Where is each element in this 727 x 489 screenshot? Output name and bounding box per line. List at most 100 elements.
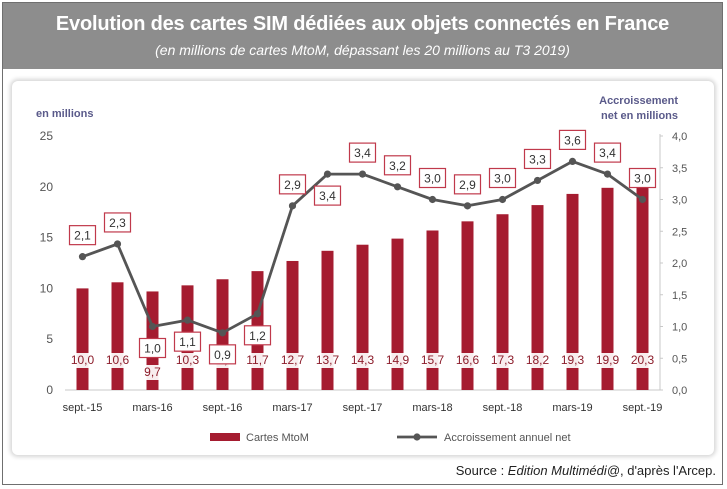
bar-mark (356, 244, 369, 390)
line-data-label: 1,2 (249, 329, 266, 343)
bar-label-bg (68, 353, 97, 368)
line-point (463, 202, 472, 210)
bar-data-label: 9,7 (144, 365, 161, 379)
y2-tick-label: 1,5 (672, 290, 687, 302)
line-point (183, 316, 192, 324)
y-tick-label: 20 (40, 180, 54, 194)
y2-tick-label: 3,5 (672, 163, 687, 175)
chart-card: en millions Accroissement net en millions 0… (12, 81, 714, 455)
x-tick-label: mars-17 (272, 402, 312, 414)
bar-label-bg (103, 353, 132, 368)
y2-tick-label: 3,0 (672, 195, 687, 207)
line-label-box (348, 142, 377, 163)
x-tick-label: sept.-15 (63, 402, 103, 414)
line-data-label: 1,1 (179, 335, 196, 349)
line-point (323, 170, 332, 178)
line-data-label: 0,9 (214, 348, 231, 362)
line-label-box (418, 167, 447, 189)
bar-label-bg (558, 353, 587, 368)
line-point (393, 183, 402, 191)
bar-data-label: 14,9 (386, 353, 410, 367)
line-data-label: 2,3 (109, 216, 126, 230)
page-title: Evolution des cartes SIM dédiées aux obj… (55, 13, 670, 35)
line-data-label: 3,6 (564, 133, 581, 147)
bar-data-label: 18,2 (526, 353, 550, 367)
line-point (603, 170, 612, 178)
source-suffix: , d'après l'Arcep. (619, 463, 716, 478)
line-label-box (173, 331, 202, 352)
line-label-box (593, 142, 622, 163)
bar-mark (601, 187, 614, 390)
y2-tick-label: 2,5 (672, 226, 687, 238)
line-point (638, 195, 647, 204)
bar-mark (566, 193, 579, 390)
bar-data-label: 16,6 (456, 353, 480, 367)
bar-data-label: 11,7 (246, 353, 269, 367)
line-label-box (453, 174, 482, 195)
line-data-label: 3,3 (529, 152, 546, 166)
line-point (218, 329, 227, 337)
line-data-label: 3,2 (389, 159, 406, 173)
y-tick-label: 5 (46, 332, 53, 346)
y-axis-title: en millions (36, 108, 93, 120)
bar-label-bg (453, 353, 482, 368)
legend-swatch-bars (210, 433, 240, 441)
y-tick-label: 15 (40, 231, 54, 245)
line-point (358, 170, 367, 178)
line-point (253, 310, 262, 318)
bar-label-bg (348, 353, 377, 368)
bar-data-label: 15,7 (421, 353, 445, 367)
bar-mark (76, 288, 89, 390)
bar-mark (496, 214, 509, 390)
line-data-label: 3,4 (319, 189, 336, 203)
line-data-label: 2,9 (284, 178, 301, 192)
bar-label-bg (173, 353, 202, 368)
legend-label-line: Accroissement annuel net (444, 432, 571, 444)
line-point (113, 240, 122, 248)
line-data-label: 3,4 (354, 146, 371, 160)
y2-tick-label: 2,0 (672, 258, 687, 270)
line-point (498, 195, 507, 204)
y2-tick-label: 4,0 (672, 131, 687, 143)
y2-axis-title-line2: net en millions (601, 110, 678, 122)
y2-tick-label: 0,5 (672, 353, 687, 365)
line-label-box (523, 148, 552, 170)
line-label-box (138, 337, 167, 359)
bar-data-label: 13,7 (316, 353, 340, 367)
line-point (288, 202, 297, 210)
line-point (78, 253, 87, 261)
line-point (148, 322, 157, 331)
source-note: Source : Edition Multimédi@, d'après l'A… (3, 463, 716, 478)
bar-data-label: 10,3 (176, 353, 200, 367)
bar-mark (531, 205, 544, 390)
x-tick-label: mars-16 (132, 402, 172, 414)
x-tick-label: sept.-16 (203, 402, 243, 414)
bar-label-bg (488, 353, 517, 368)
figure-frame: Evolution des cartes SIM dédiées aux obj… (2, 2, 723, 485)
bar-label-bg (628, 353, 657, 368)
source-prefix: Source : (455, 463, 508, 478)
legend-swatch-marker (413, 433, 421, 441)
line-label-box (628, 167, 657, 189)
line-data-label: 3,4 (599, 146, 616, 160)
page-subtitle: (en millions de cartes MtoM, dépassant l… (155, 42, 570, 58)
bar-data-label: 14,3 (351, 353, 375, 367)
line-data-label: 3,0 (634, 172, 651, 186)
bar-data-label: 10,0 (71, 353, 95, 367)
line-label-box (243, 325, 272, 346)
line-point (533, 176, 542, 185)
bar-label-bg (313, 353, 342, 368)
bar-data-label: 19,3 (561, 353, 585, 367)
line-data-label: 2,1 (74, 229, 91, 243)
bar-data-label: 12,7 (281, 353, 305, 367)
line-label-box (488, 167, 517, 189)
bar-mark (391, 238, 404, 390)
bar-data-label: 10,6 (106, 353, 130, 367)
x-tick-label: sept.-18 (483, 402, 523, 414)
line-data-label: 3,0 (424, 172, 441, 186)
line-label-box (558, 129, 587, 151)
y2-tick-label: 1,0 (672, 322, 687, 334)
x-tick-label: mars-19 (552, 402, 592, 414)
line-label-box (383, 155, 412, 176)
bar-mark (461, 221, 474, 390)
